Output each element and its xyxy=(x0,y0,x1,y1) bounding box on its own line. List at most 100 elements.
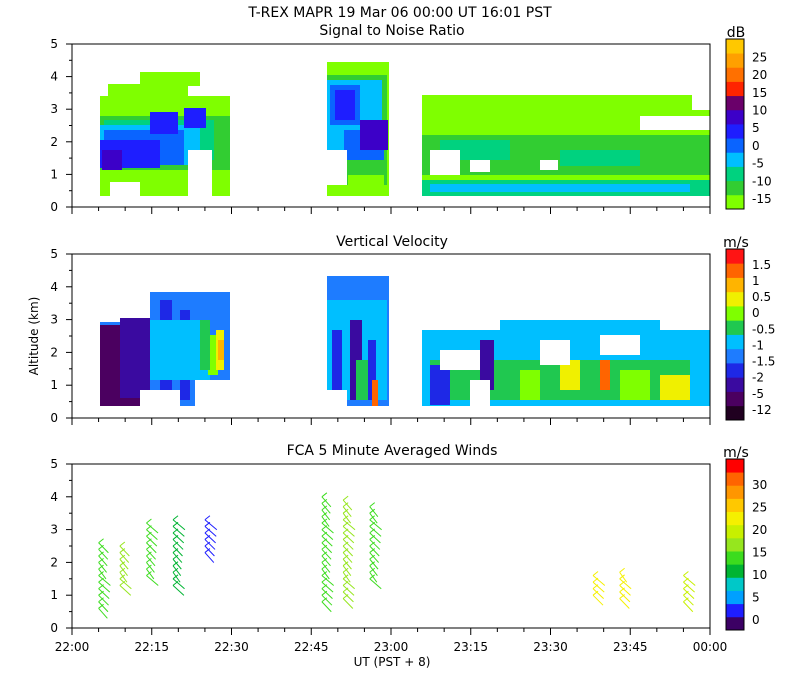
wind-barb-staff xyxy=(146,535,158,547)
x-tick-label: 22:00 xyxy=(55,640,90,654)
snr-cell xyxy=(327,150,347,185)
snr-y-ticks: 0 1 2 3 4 5 xyxy=(50,37,72,214)
winds-panel: FCA 5 Minute Averaged Winds 0 1 2 3 4 5 0 5 10 1… xyxy=(50,443,767,635)
wind-barb-staff xyxy=(98,542,109,554)
snr-cell xyxy=(150,112,178,134)
colorbar-label: -5 xyxy=(752,157,764,171)
wind-barb-staff xyxy=(321,548,332,560)
wind-barb-flag xyxy=(146,538,152,544)
colorbar-swatch xyxy=(726,363,744,378)
vv-cell xyxy=(120,318,150,398)
wind-barb-flag xyxy=(172,541,179,547)
wind-barb-staff xyxy=(146,568,155,580)
colorbar-label: -0.5 xyxy=(752,322,775,336)
colorbar-swatch xyxy=(726,472,744,486)
wind-barb-flag xyxy=(321,597,328,603)
snr-cell xyxy=(140,72,200,86)
wind-barb-flag xyxy=(342,567,349,573)
y-tick-label: 2 xyxy=(50,555,58,569)
colorbar-swatch xyxy=(726,95,744,111)
winds-y-ticks: 0 1 2 3 4 5 xyxy=(50,457,72,635)
snr-x-ticks xyxy=(71,207,711,214)
vv-y-axis-label: Altitude (km) xyxy=(27,297,41,376)
wind-barb-staff xyxy=(172,558,182,570)
colorbar-swatch xyxy=(726,391,744,407)
snr-cell xyxy=(188,150,212,196)
wind-barb-flag xyxy=(146,544,152,550)
wind-barb-flag xyxy=(119,548,126,553)
colorbar-swatch xyxy=(726,306,744,321)
wind-barb-flag xyxy=(146,571,152,576)
wind-barb-flag xyxy=(98,538,104,544)
wind-barb-staff xyxy=(342,532,355,544)
wind-barb-staff xyxy=(98,601,109,613)
vv-panel: Vertical Velocity xyxy=(27,234,775,425)
snr-cell xyxy=(108,84,188,100)
colorbar-swatch xyxy=(726,249,744,264)
wind-barb-flag xyxy=(172,567,179,573)
y-tick-label: 3 xyxy=(50,313,58,327)
wind-barb-flag xyxy=(321,518,328,524)
wind-barb-staff xyxy=(119,545,130,557)
wind-barb-flag xyxy=(321,512,328,517)
wind-barb-flag xyxy=(342,541,349,547)
wind-barb-staff xyxy=(369,519,382,531)
wind-barb-staff xyxy=(146,542,157,554)
wind-barb-flag xyxy=(146,551,152,557)
colorbar-swatch xyxy=(726,498,744,513)
colorbar-label: 30 xyxy=(752,478,767,492)
vv-segment-2 xyxy=(327,276,389,406)
wind-barb-staff xyxy=(119,578,132,590)
wind-barb-staff xyxy=(592,581,605,593)
colorbar-swatch xyxy=(726,577,744,591)
wind-barb-staff xyxy=(119,584,132,596)
wind-barb-flag xyxy=(146,531,152,537)
snr-cell xyxy=(430,150,460,175)
y-tick-label: 3 xyxy=(50,523,58,537)
snr-segment-1 xyxy=(100,72,230,196)
x-tick-label: 22:15 xyxy=(134,640,169,654)
wind-barb-flag xyxy=(342,574,349,580)
wind-barb-flag xyxy=(619,594,625,599)
vv-cell xyxy=(218,340,224,360)
wind-barb-staff xyxy=(119,552,130,563)
vv-y-ticks: 0 1 2 3 4 5 xyxy=(50,247,72,425)
snr-title: Signal to Noise Ratio xyxy=(319,23,464,39)
wind-barb-staff xyxy=(342,519,356,531)
wind-barb-flag xyxy=(204,515,211,521)
winds-barbs xyxy=(98,492,696,619)
wind-barb-flag xyxy=(592,590,599,596)
colorbar-label: 10 xyxy=(752,103,767,117)
colorbar-label: 1 xyxy=(752,274,760,288)
wind-barb-staff xyxy=(204,532,216,544)
colorbar-swatch xyxy=(726,603,744,618)
wind-barb-staff xyxy=(619,571,628,583)
snr-cell xyxy=(110,182,140,196)
vv-cell xyxy=(208,335,218,375)
wind-barb-staff xyxy=(369,532,381,544)
wind-barb-staff xyxy=(369,558,379,570)
wind-barb-flag xyxy=(146,564,152,570)
colorbar-label: 1.5 xyxy=(752,258,771,272)
wind-barb-flag xyxy=(172,554,179,560)
wind-barb-staff xyxy=(683,575,696,586)
snr-cell xyxy=(540,160,558,170)
snr-segment-2 xyxy=(327,62,389,196)
vv-cell xyxy=(430,365,450,405)
wind-barb-flag xyxy=(619,567,625,573)
x-axis-label: UT (PST + 8) xyxy=(354,655,431,669)
wind-barb-flag xyxy=(119,567,126,573)
wind-barb-staff xyxy=(172,584,185,596)
colorbar-swatch xyxy=(726,511,744,526)
colorbar-swatch xyxy=(726,277,744,293)
wind-barb-staff xyxy=(592,588,604,600)
wind-barb-staff xyxy=(321,509,331,521)
wind-barb-staff xyxy=(146,529,158,540)
wind-barb-staff xyxy=(342,506,352,517)
winds-plot-frame xyxy=(71,463,711,629)
wind-barb-staff xyxy=(119,558,129,570)
snr-cell xyxy=(560,150,640,166)
wind-barb-staff xyxy=(683,588,695,600)
y-tick-label: 4 xyxy=(50,70,58,84)
